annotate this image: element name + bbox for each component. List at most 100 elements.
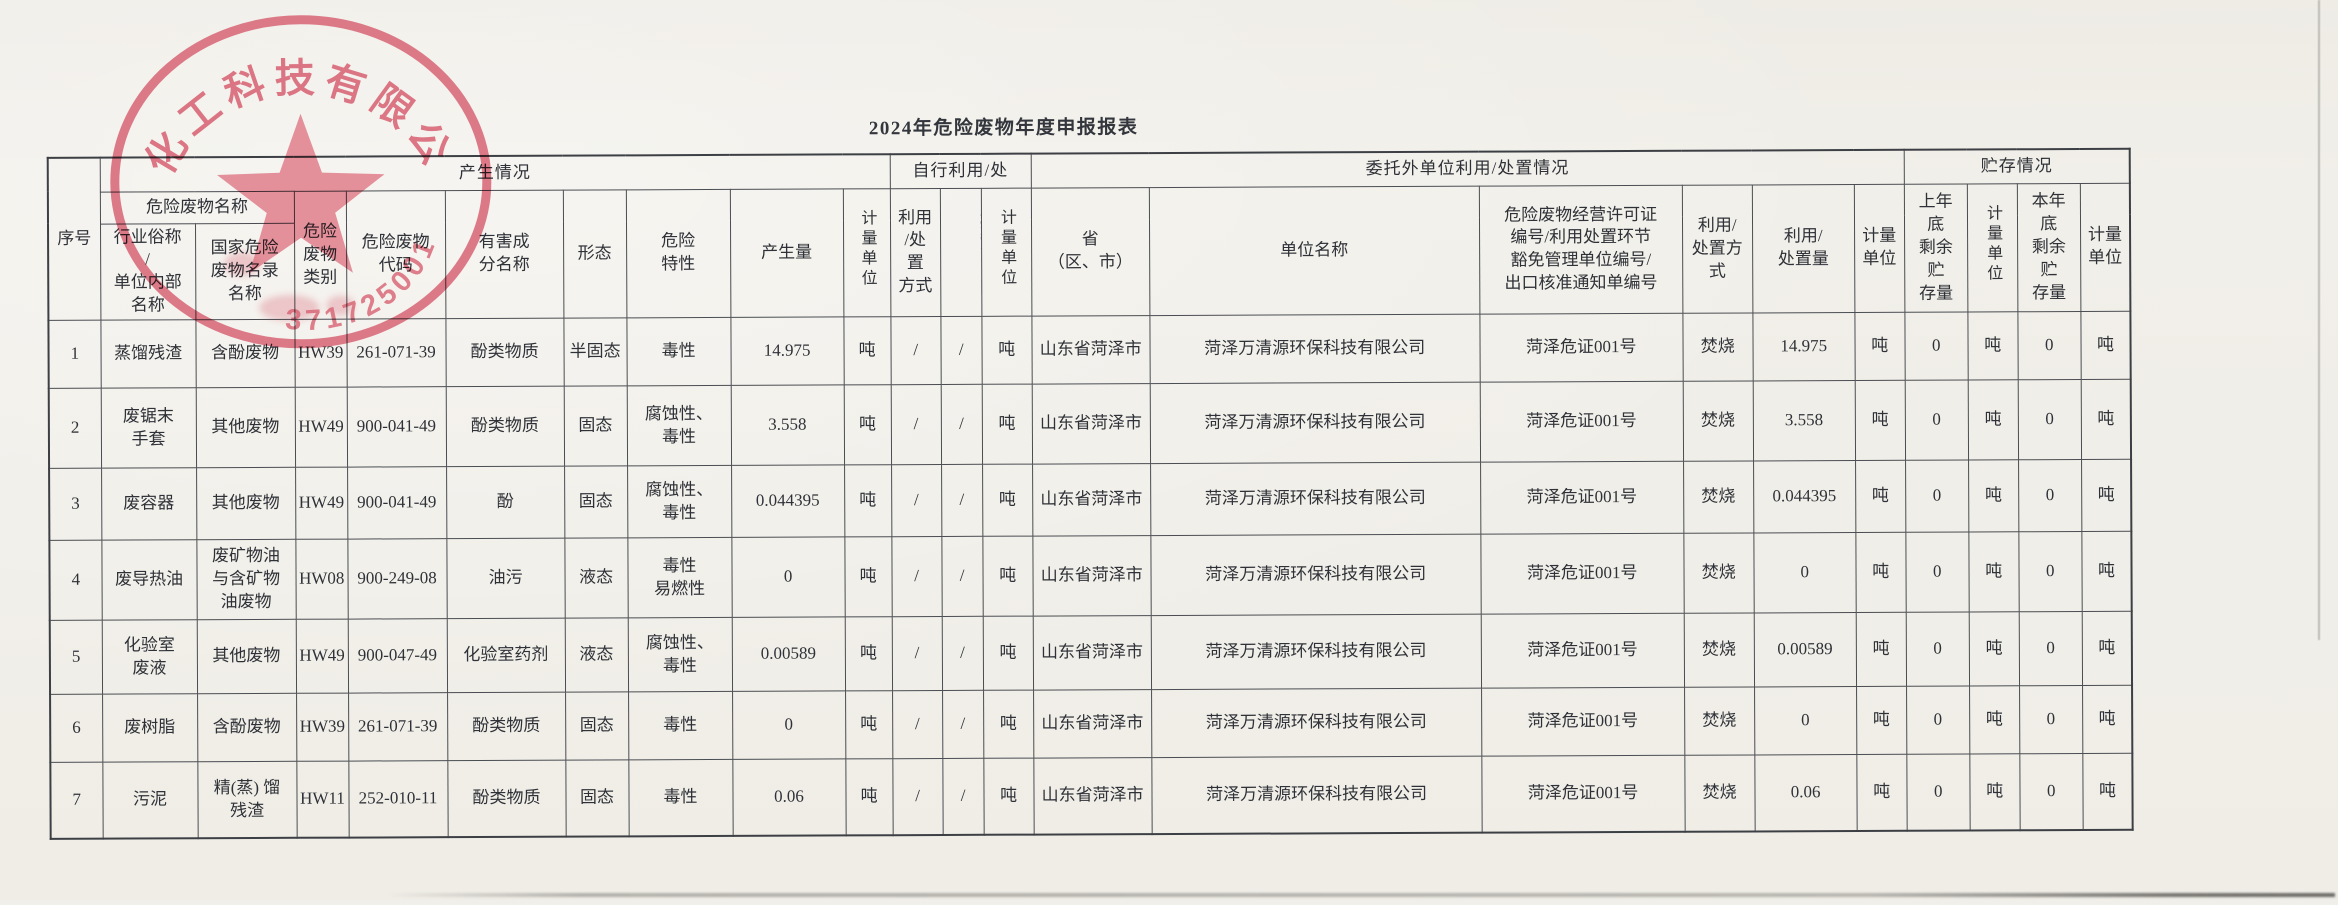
cell-unit: 吨 [2081,611,2133,686]
cell-province: 山东省菏泽市 [1032,463,1151,537]
cell-ent-method: 焚烧 [1684,687,1755,756]
cell-self-amount: / [942,758,984,835]
header-ent-amount: 利用/ 处置量 [1751,184,1855,314]
cell-ent-amount: 0.00589 [1753,612,1857,688]
cell-storage-this-year: 0 [2018,531,2082,613]
cell-storage-this-year: 0 [2018,459,2082,533]
cell-province: 山东省菏泽市 [1033,689,1152,759]
cell-unit: 吨 [843,384,892,466]
cell-unit: 吨 [2082,685,2133,754]
cell-generated-amount: 0.00589 [731,617,846,692]
group-waste-name: 危险废物名称 [99,190,295,224]
table-row: 1 蒸馏残渣 含酚废物 HW39 261-071-39 酚类物质 半固态 毒性 … [48,311,2131,389]
cell-unit: 吨 [845,690,893,760]
cell-company: 菏泽万清源环保科技有限公司 [1151,688,1482,758]
cell-unit: 吨 [983,690,1034,759]
table-row: 3 废容器 其他废物 HW49 900-041-49 酚 固态 腐蚀性、 毒性 … [49,459,2132,541]
scan-edge-bottom [385,893,2335,897]
cell-generated-amount: 0 [731,537,845,618]
cell-national-name: 废矿物油 与含矿物 油废物 [196,539,296,620]
table-row: 5 化验室 废液 其他废物 HW49 900-047-49 化验室药剂 液态 腐… [49,611,2133,695]
cell-category: HW08 [295,539,348,620]
cell-generated-amount: 0 [732,691,846,760]
cell-self-method: / [891,536,942,617]
cell-company: 菏泽万清源环保科技有限公司 [1151,756,1482,834]
cell-storage-last-year: 0 [1905,612,1970,687]
table-row: 7 污泥 精(蒸) 馏 残渣 HW11 252-010-11 酚类物质 固态 毒… [50,753,2133,839]
cell-hazard-trait: 腐蚀性、 毒性 [626,385,732,467]
cell-generated-amount: 3.558 [730,385,845,466]
cell-form: 固态 [565,760,629,837]
header-industry-name: 行业俗称 / 单位内部 名称 [100,223,196,321]
vertical-unit-label: 计量单位 [1983,204,2002,285]
cell-province: 山东省菏泽市 [1031,383,1151,465]
cell-hazard-trait: 毒性 [626,317,731,387]
vertical-unit-label: 计量单位 [997,208,1016,289]
table-row: 6 废树脂 含酚废物 HW39 261-071-39 酚类物质 固态 毒性 0 … [50,685,2133,763]
cell-code: 261-071-39 [348,692,448,762]
cell-category: HW49 [295,467,348,540]
cell-unit: 吨 [1968,612,2020,687]
rotated-label: 利用/处置量 [977,210,982,295]
cell-harmful-component: 酚 [446,466,565,539]
cell-storage-last-year: 0 [1904,380,1969,461]
cell-self-method: / [891,464,942,537]
cell-self-method: / [892,758,943,835]
cell-storage-last-year: 0 [1906,754,1970,831]
header-self-method: 利用 /处 置 方式 [889,187,941,317]
header-unit-storage-last: 计量单位 [1967,183,2018,313]
cell-unit: 吨 [982,464,1033,537]
cell-seq: 7 [50,762,103,839]
cell-company: 菏泽万清源环保科技有限公司 [1149,382,1481,464]
cell-form: 半固态 [563,318,627,387]
cell-hazard-trait: 毒性 易燃性 [627,537,732,619]
cell-license: 菏泽危证001号 [1481,755,1685,833]
cell-national-name: 含酚废物 [195,319,295,388]
cell-seq: 2 [48,388,102,469]
cell-category: HW39 [294,319,347,388]
cell-storage-last-year: 0 [1905,532,1969,613]
cell-license: 菏泽危证001号 [1479,381,1684,463]
cell-harmful-component: 酚类物质 [445,386,565,467]
cell-category: HW39 [296,693,349,762]
header-company: 单位名称 [1148,185,1480,316]
hazardous-waste-report-table: 序号 产生情况 自行利用/处 委托外单位利用/处置情况 贮存情况 危险废物名称 … [46,147,2134,840]
cell-form: 固态 [565,692,629,761]
cell-industry-name: 化验室 废液 [101,619,198,695]
header-seq: 序号 [47,157,101,321]
cell-unit: 吨 [1856,686,1907,755]
cell-ent-method: 焚烧 [1682,313,1753,382]
cell-code: 900-249-08 [347,538,447,620]
cell-industry-name: 废容器 [101,467,197,541]
header-unit-ent: 计量 单位 [1853,183,1905,313]
cell-self-amount: / [940,316,982,385]
cell-unit: 吨 [844,464,892,538]
cell-storage-last-year: 0 [1905,460,1969,533]
cell-self-amount: / [942,690,984,759]
cell-code: 252-010-11 [348,760,448,838]
cell-unit: 吨 [1968,532,2019,613]
cell-unit: 吨 [983,758,1034,835]
cell-code: 900-041-49 [346,386,447,468]
header-category: 危险 废物 类别 [293,190,347,320]
cell-category: HW49 [294,387,348,468]
cell-code: 261-071-39 [346,318,446,388]
cell-storage-last-year: 0 [1904,312,1968,381]
table-row: 2 废锯末 手套 其他废物 HW49 900-041-49 酚类物质 固态 腐蚀… [48,379,2132,469]
cell-license: 菏泽危证001号 [1481,687,1685,757]
header-national-name: 国家危险 废物名录 名称 [195,222,295,320]
cell-unit: 吨 [1854,380,1906,461]
cell-storage-this-year: 0 [2019,753,2083,831]
cell-unit: 吨 [1854,312,1905,381]
group-production: 产生情况 [99,154,890,192]
cell-company: 菏泽万清源环保科技有限公司 [1150,614,1482,690]
cell-self-method: / [891,616,943,691]
cell-form: 液态 [564,618,629,693]
group-storage: 贮存情况 [1903,148,2131,184]
cell-seq: 6 [50,694,103,763]
cell-ent-amount: 0.044395 [1753,460,1856,534]
cell-generated-amount: 0.06 [732,759,846,836]
table-body: 1 蒸馏残渣 含酚废物 HW39 261-071-39 酚类物质 半固态 毒性 … [48,311,2133,839]
cell-unit: 吨 [1856,754,1907,831]
header-ent-method: 利用/ 处置方 式 [1681,184,1753,314]
